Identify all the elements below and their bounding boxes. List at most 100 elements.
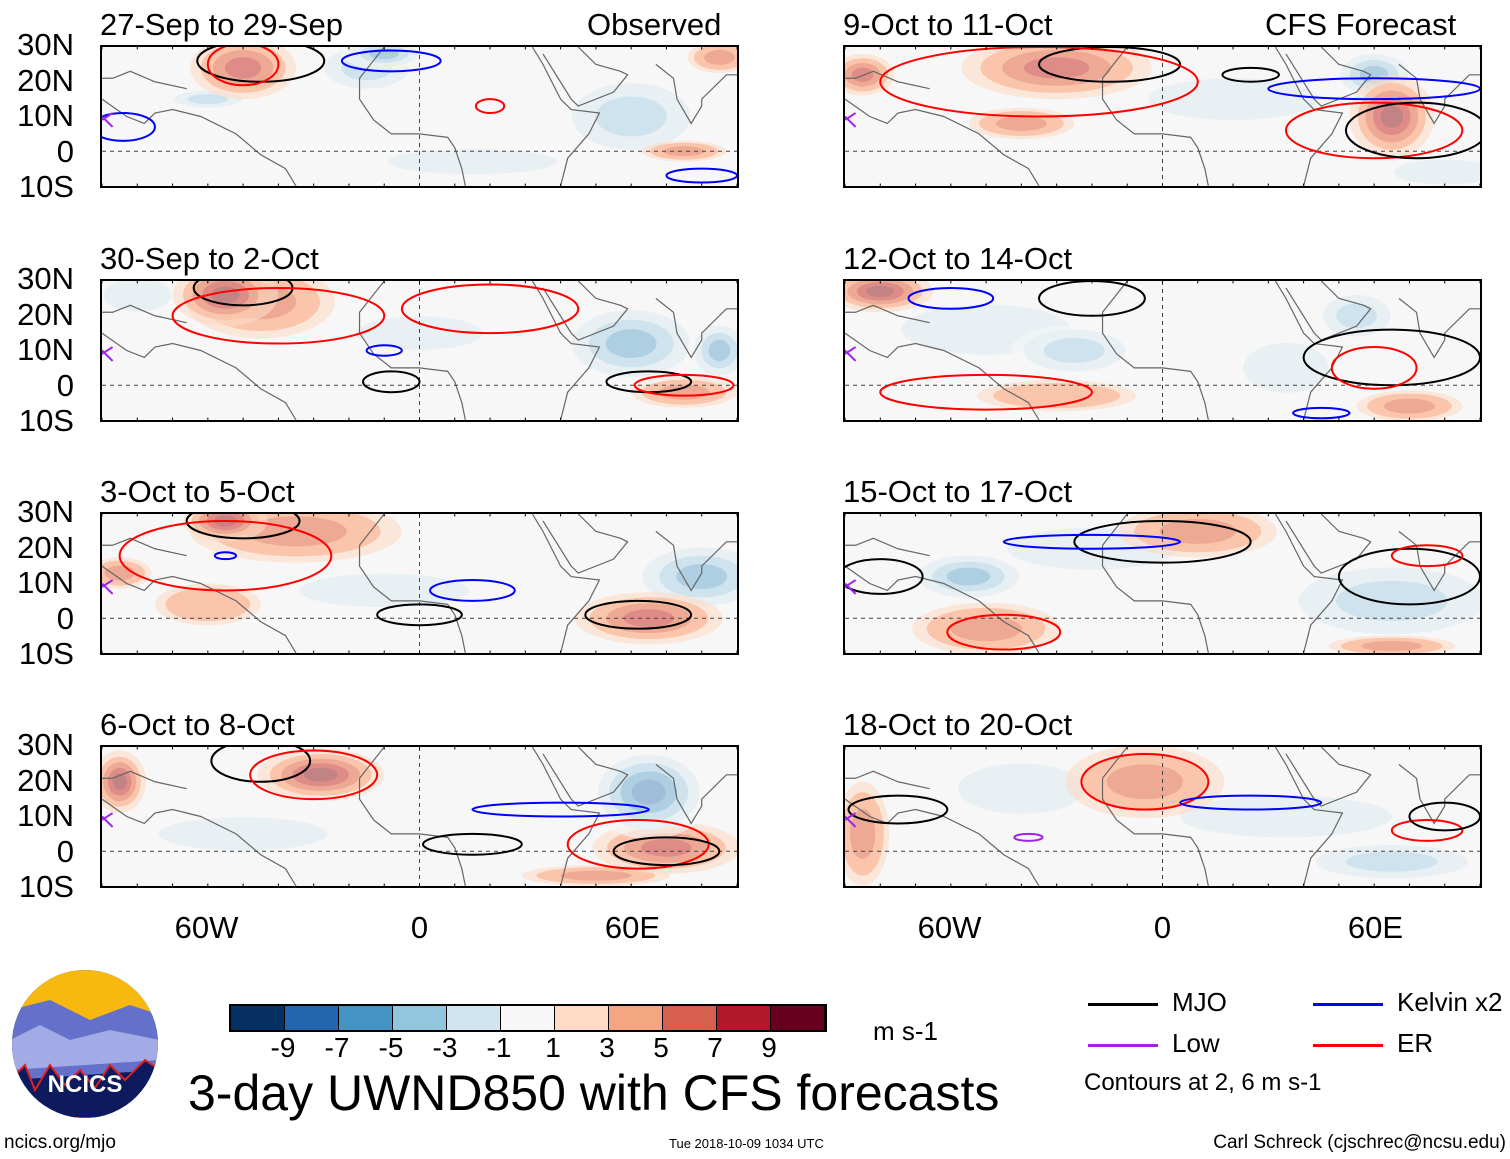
wind-anomaly-fill — [1328, 635, 1456, 653]
kelvin-contour — [909, 288, 994, 309]
mjo-contour — [1304, 330, 1480, 386]
map-panel — [843, 512, 1482, 655]
coastline — [102, 538, 187, 555]
coastline — [543, 514, 628, 573]
kelvin-contour — [342, 50, 441, 71]
colorbar-swatch — [771, 1006, 825, 1030]
colorbar-swatch — [663, 1006, 717, 1030]
kelvin-contour — [472, 803, 648, 817]
panel-title: 6-Oct to 8-Oct — [100, 707, 295, 742]
coastline — [1286, 47, 1371, 106]
mjo-contour — [1039, 281, 1145, 316]
low-contour — [845, 113, 856, 127]
er-contour — [208, 45, 279, 85]
coastline — [845, 799, 1039, 886]
lat-label: 0 — [56, 833, 74, 869]
panel-title: 30-Sep to 2-Oct — [100, 241, 319, 276]
er-contour — [250, 750, 377, 799]
panel-title: 12-Oct to 14-Oct — [843, 241, 1073, 276]
lat-label: 30N — [17, 27, 74, 62]
coastline — [1275, 281, 1342, 420]
lat-label: 20N — [17, 62, 74, 98]
footer-url[interactable]: ncics.org/mjo — [4, 1132, 116, 1153]
colorbar-label: 1 — [545, 1032, 561, 1063]
map-panel — [100, 512, 739, 655]
wind-anomaly-fill — [1127, 73, 1339, 126]
coastline — [102, 99, 296, 186]
map-panel — [843, 45, 1482, 188]
mjo-contour — [423, 834, 522, 855]
mjo-contour — [849, 796, 948, 824]
coastline — [543, 47, 628, 106]
legend-line — [1088, 1003, 1158, 1006]
er-contour — [1392, 545, 1463, 566]
coastline — [845, 99, 1039, 186]
er-contour — [880, 375, 1092, 410]
low-contour — [845, 347, 856, 361]
wind-anomaly-fill — [1296, 840, 1480, 883]
lat-label: 0 — [56, 367, 74, 403]
wind-anomaly-fill — [585, 747, 713, 840]
lon-label: 60W — [917, 910, 982, 945]
wind-anomaly-fill — [1233, 336, 1339, 400]
coastline — [1103, 312, 1209, 420]
colorbar-swatch — [555, 1006, 609, 1030]
er-contour — [1332, 347, 1417, 389]
panel-title: 3-Oct to 5-Oct — [100, 474, 295, 509]
coastline — [102, 305, 187, 322]
er-contour — [568, 820, 709, 869]
kelvin-contour — [666, 169, 737, 183]
lat-label: 10N — [17, 565, 74, 600]
coastline — [1275, 514, 1342, 653]
coastline — [1103, 747, 1128, 778]
lat-label: 10N — [17, 332, 74, 367]
panel-title: 18-Oct to 20-Oct — [843, 707, 1073, 742]
lat-label: 10N — [17, 798, 74, 833]
low-contour — [102, 347, 113, 361]
low-contour — [845, 580, 856, 594]
coastline — [1286, 514, 1371, 573]
colorbar-units: m s-1 — [873, 1016, 938, 1046]
kelvin-contour — [367, 345, 402, 355]
wind-anomaly-fill — [137, 813, 349, 855]
colorbar-swatch — [609, 1006, 663, 1030]
wind-anomaly-fill — [845, 281, 934, 313]
er-contour — [880, 47, 1198, 117]
er-contour — [1392, 820, 1463, 841]
lat-label: 30N — [17, 727, 74, 762]
legend-line — [1088, 1044, 1158, 1047]
coastline — [360, 312, 466, 420]
legend-label: Kelvin x2 — [1397, 987, 1503, 1017]
colorbar-swatch — [717, 1006, 771, 1030]
er-contour — [635, 375, 734, 396]
wind-anomaly-fill — [102, 281, 180, 316]
er-contour — [476, 99, 504, 113]
lat-label: 10S — [18, 869, 74, 904]
map-panel — [100, 745, 739, 888]
wind-anomaly-fill — [154, 583, 261, 626]
coastline — [656, 298, 737, 357]
er-contour — [120, 521, 332, 591]
wind-anomaly-fill — [1356, 390, 1463, 420]
lat-label: 10N — [17, 98, 74, 133]
colorbar-label: 3 — [599, 1032, 615, 1063]
wind-anomaly-fill — [687, 319, 737, 382]
legend-line — [1313, 1003, 1383, 1006]
mjo-contour — [1039, 47, 1180, 82]
colorbar-swatch — [231, 1006, 285, 1030]
coastline — [845, 71, 930, 88]
lat-label: 20N — [17, 762, 74, 798]
lon-label: 0 — [410, 910, 429, 945]
wind-anomaly-fill — [1381, 156, 1480, 186]
lat-label: 0 — [56, 133, 74, 169]
legend-label: ER — [1397, 1028, 1434, 1058]
coastline — [845, 566, 1039, 653]
panel-title: 9-Oct to 11-Oct — [843, 7, 1053, 42]
mjo-contour — [187, 512, 300, 538]
coastline — [1103, 281, 1128, 312]
wind-anomaly-fill — [278, 569, 491, 612]
low-contour — [102, 113, 113, 127]
colorbar-swatch — [447, 1006, 501, 1030]
kelvin-contour — [1180, 796, 1321, 810]
coastline — [845, 771, 930, 788]
